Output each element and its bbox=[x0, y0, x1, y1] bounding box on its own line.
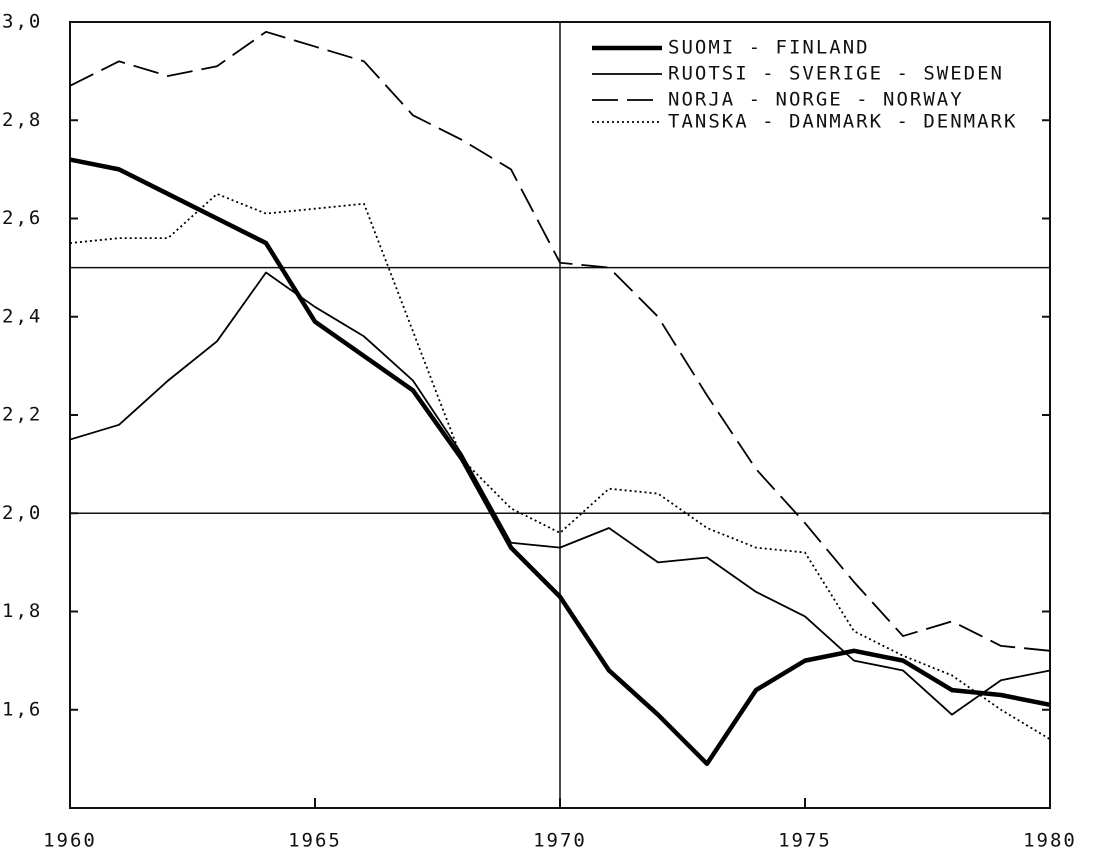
legend-label: RUOTSI - SVERIGE - SWEDEN bbox=[668, 63, 1004, 85]
y-tick-label: 3,0 bbox=[2, 11, 42, 33]
y-tick-label: 2,0 bbox=[2, 502, 42, 524]
legend-label: SUOMI - FINLAND bbox=[668, 37, 870, 59]
y-tick-label: 2,4 bbox=[2, 305, 42, 327]
y-tick-label: 2,2 bbox=[2, 404, 42, 426]
y-tick-label: 2,8 bbox=[2, 109, 42, 131]
x-tick-label: 1975 bbox=[778, 830, 832, 852]
series-line bbox=[69, 30, 1051, 652]
series-line bbox=[69, 193, 1051, 740]
series-line bbox=[69, 271, 1051, 716]
legend-label: TANSKA - DANMARK - DENMARK bbox=[668, 111, 1017, 133]
y-tick-label: 1,8 bbox=[2, 600, 42, 622]
y-tick-label: 1,6 bbox=[2, 698, 42, 720]
x-tick-label: 1980 bbox=[1023, 830, 1077, 852]
x-tick-label: 1970 bbox=[533, 830, 587, 852]
x-tick-label: 1960 bbox=[43, 830, 97, 852]
x-tick-label: 1965 bbox=[288, 830, 342, 852]
series-line bbox=[69, 157, 1051, 767]
y-tick-label: 2,6 bbox=[2, 207, 42, 229]
legend-label: NORJA - NORGE - NORWAY bbox=[668, 89, 964, 111]
